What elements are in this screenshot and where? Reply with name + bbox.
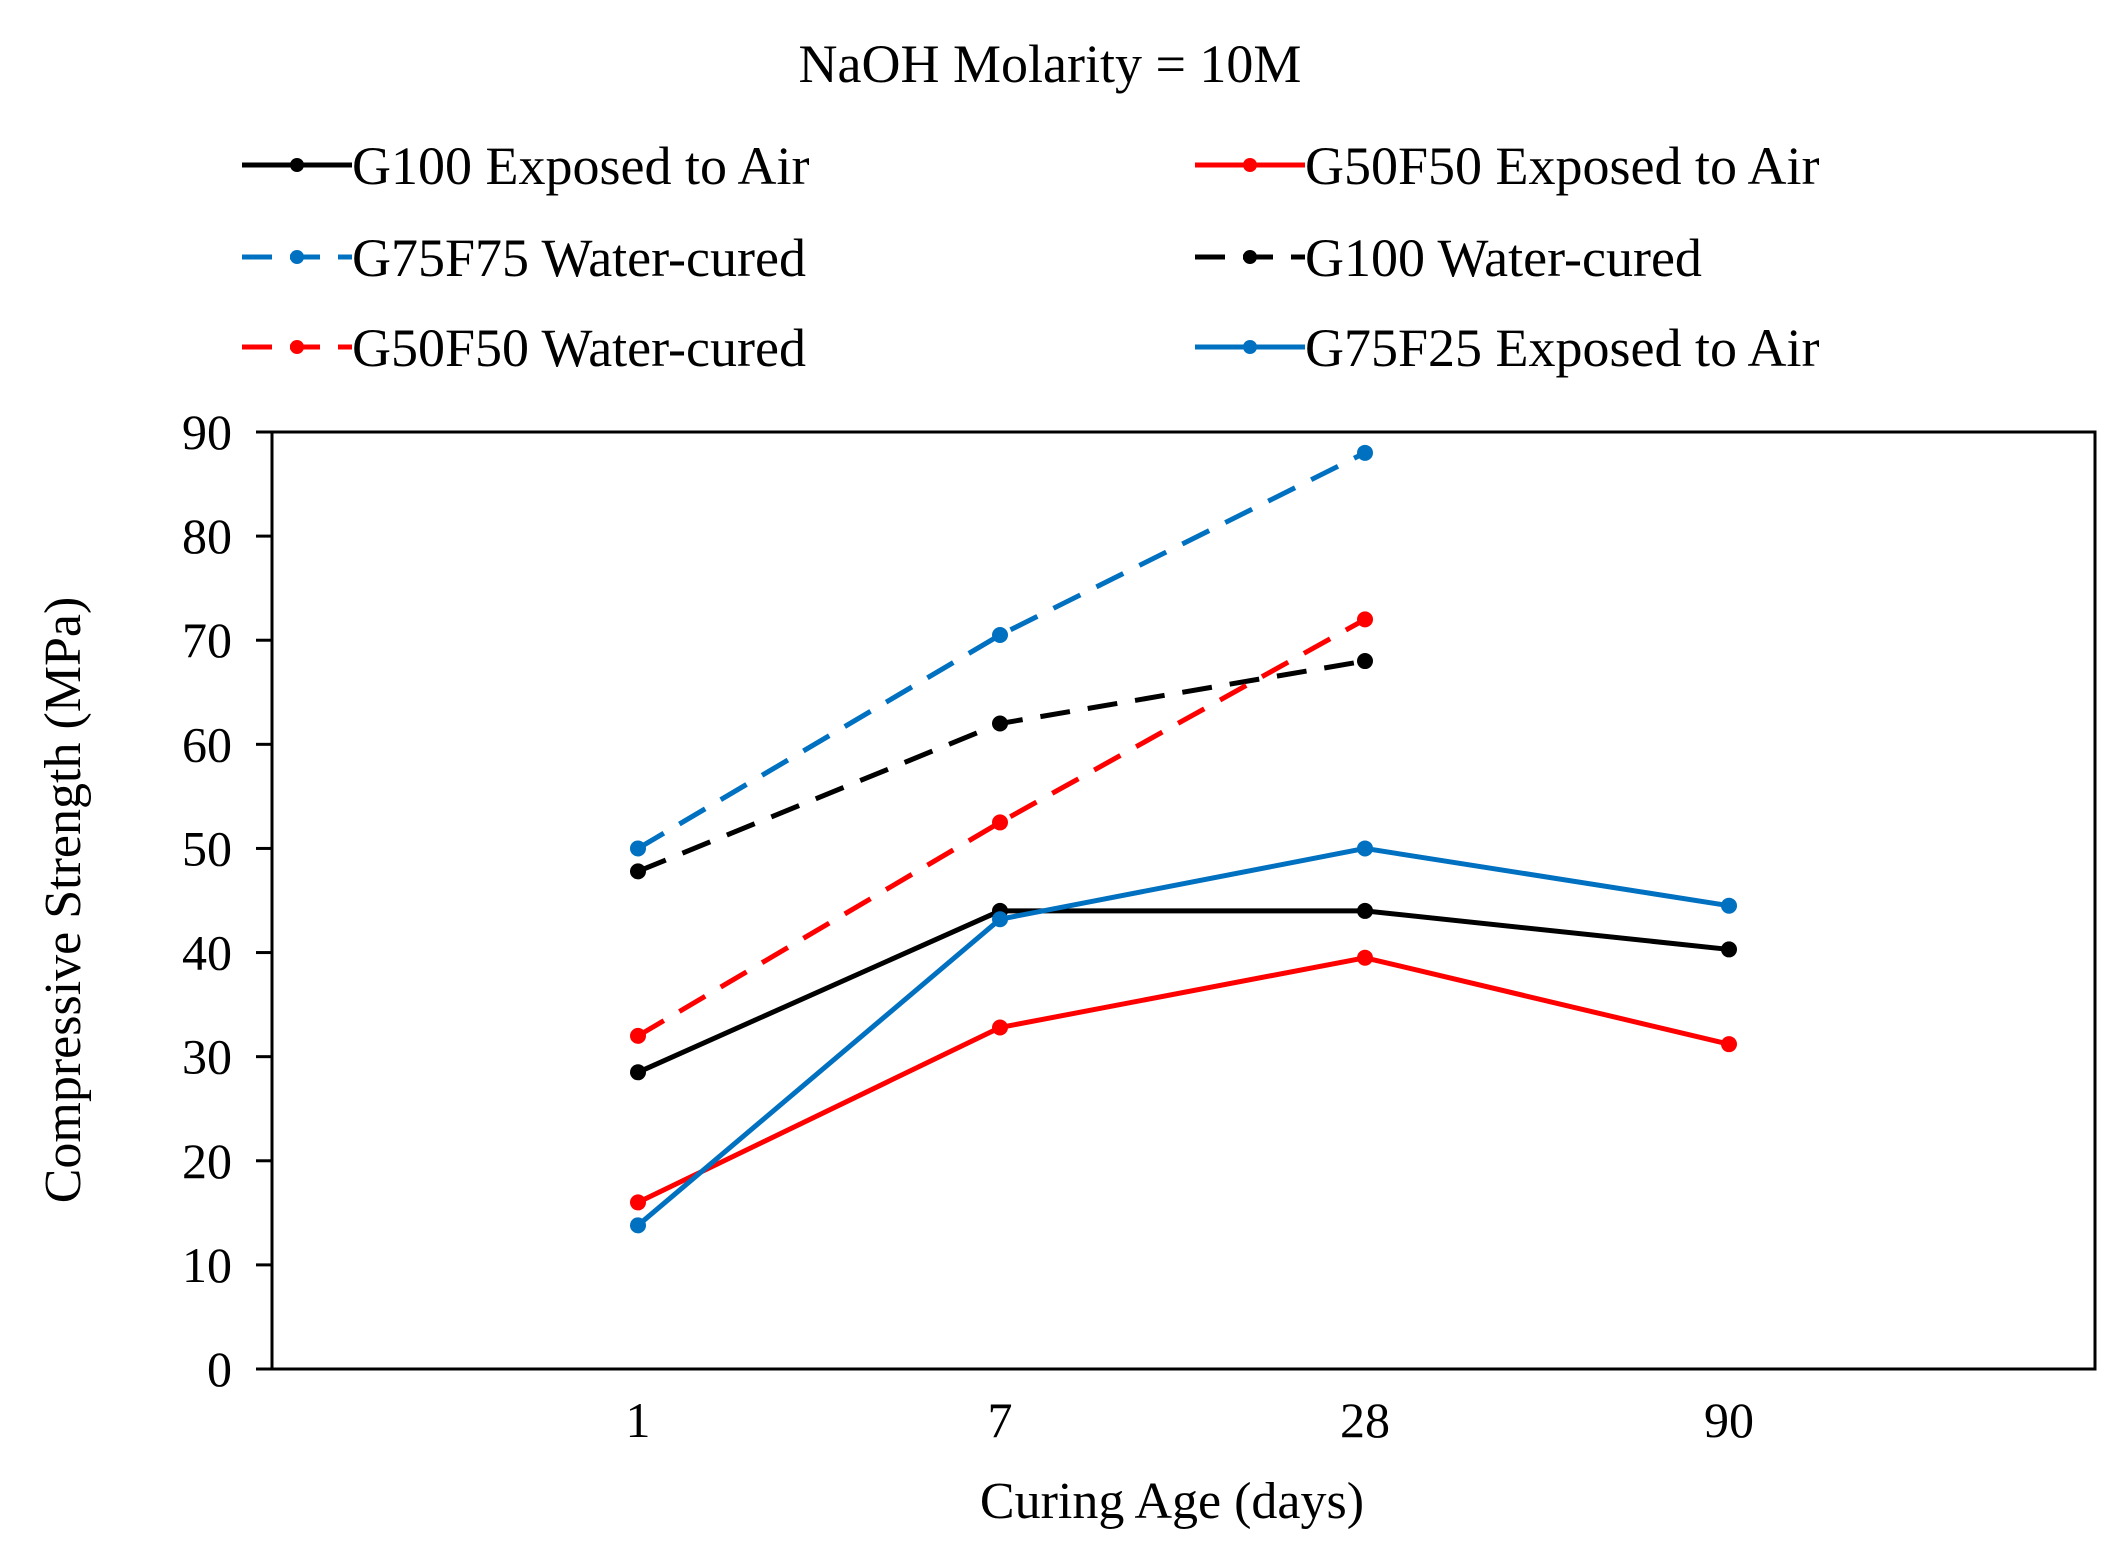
data-point-g75f25-exposed-to-air-7 [992, 911, 1008, 928]
series-g50f50-water-cured [630, 611, 1373, 1044]
data-point-g100-exposed-to-air-1 [630, 1064, 646, 1081]
y-tick-label-30: 30 [182, 1029, 232, 1085]
y-tick-label-80: 80 [182, 508, 232, 564]
legend-label-g50f50-exposed-to-air: G50F50 Exposed to Air [1305, 136, 1820, 196]
data-point-g50f50-exposed-to-air-7 [992, 1019, 1008, 1036]
legend-marker-g100-exposed-to-air [290, 158, 304, 172]
series-g100-exposed-to-air [630, 902, 1737, 1081]
x-tick-label-90: 90 [1704, 1392, 1754, 1448]
y-tick-label-70: 70 [182, 612, 232, 668]
y-tick-label-90: 90 [182, 404, 232, 460]
y-tick-label-10: 10 [182, 1237, 232, 1293]
data-point-g100-water-cured-28 [1357, 653, 1373, 670]
plot-area [270, 430, 2097, 1371]
series-g75f25-exposed-to-air [630, 840, 1737, 1234]
legend-label-g50f50-water-cured: G50F50 Water-cured [352, 318, 806, 378]
legend-marker-g75f25-exposed-to-air [1243, 340, 1257, 354]
data-point-g75f25-exposed-to-air-1 [630, 1217, 646, 1234]
data-point-g50f50-exposed-to-air-1 [630, 1194, 646, 1211]
y-tick-label-40: 40 [182, 925, 232, 981]
data-point-g100-exposed-to-air-28 [1357, 902, 1373, 919]
series-line-g100-water-cured [637, 658, 1366, 874]
legend-label-g100-water-cured: G100 Water-cured [1305, 228, 1702, 288]
legend-item-g75f75-water-cured: G75F75 Water-cured [242, 228, 806, 288]
x-tick-label-28: 28 [1340, 1392, 1390, 1448]
data-point-g100-water-cured-7 [992, 715, 1008, 732]
series-line-g100-exposed-to-air [636, 908, 1730, 1075]
y-tick-label-20: 20 [182, 1133, 232, 1189]
data-point-g50f50-water-cured-28 [1357, 611, 1373, 628]
y-tick-label-50: 50 [182, 820, 232, 876]
x-tick-label-7: 7 [988, 1392, 1013, 1448]
x-axis: 1 7 28 90 [626, 1392, 1755, 1448]
series-line-g50f50-exposed-to-air [636, 955, 1730, 1205]
legend-item-g75f25-exposed-to-air: G75F25 Exposed to Air [1195, 318, 1820, 378]
data-point-g100-water-cured-1 [630, 863, 646, 880]
data-point-g75f75-water-cured-7 [992, 627, 1008, 644]
y-tick-label-60: 60 [182, 716, 232, 772]
data-point-g75f25-exposed-to-air-90 [1721, 897, 1737, 914]
series-g50f50-exposed-to-air [630, 949, 1737, 1211]
legend-label-g75f75-water-cured: G75F75 Water-cured [352, 228, 806, 288]
data-point-g100-exposed-to-air-90 [1721, 941, 1737, 958]
data-point-g50f50-water-cured-1 [630, 1027, 646, 1044]
data-point-g50f50-exposed-to-air-90 [1721, 1036, 1737, 1053]
y-axis-label: Compressive Strength (MPa) [35, 597, 92, 1204]
legend: G100 Exposed to Air G50F50 Exposed to Air… [242, 136, 1820, 378]
legend-label-g100-exposed-to-air: G100 Exposed to Air [352, 136, 809, 196]
x-axis-label: Curing Age (days) [980, 1473, 1364, 1530]
series-g100-water-cured [630, 653, 1373, 880]
x-tick-label-1: 1 [626, 1392, 651, 1448]
legend-item-g50f50-exposed-to-air: G50F50 Exposed to Air [1195, 136, 1820, 196]
data-point-g75f75-water-cured-1 [630, 840, 646, 857]
legend-item-g100-exposed-to-air: G100 Exposed to Air [242, 136, 809, 196]
legend-marker-g50f50-water-cured [290, 340, 304, 354]
legend-marker-g50f50-exposed-to-air [1243, 158, 1257, 172]
series-line-g50f50-water-cured [636, 617, 1367, 1038]
data-point-g75f75-water-cured-28 [1357, 444, 1373, 461]
data-point-g75f25-exposed-to-air-28 [1357, 840, 1373, 857]
series-g75f75-water-cured [630, 444, 1373, 857]
legend-item-g50f50-water-cured: G50F50 Water-cured [242, 318, 806, 378]
legend-marker-g100-water-cured [1243, 250, 1257, 264]
data-point-g50f50-exposed-to-air-28 [1357, 949, 1373, 966]
series-group [630, 444, 1737, 1234]
series-line-g75f25-exposed-to-air [636, 845, 1730, 1228]
legend-marker-g75f75-water-cured [290, 250, 304, 264]
legend-item-g100-water-cured: G100 Water-cured [1195, 228, 1702, 288]
data-point-g50f50-water-cured-7 [992, 814, 1008, 831]
chart-title: NaOH Molarity = 10M [799, 34, 1302, 94]
y-tick-label-0: 0 [207, 1341, 232, 1397]
legend-label-g75f25-exposed-to-air: G75F25 Exposed to Air [1305, 318, 1820, 378]
series-line-g75f75-water-cured [636, 450, 1367, 851]
y-axis: 0 10 20 30 40 50 60 70 80 90 [182, 404, 272, 1397]
